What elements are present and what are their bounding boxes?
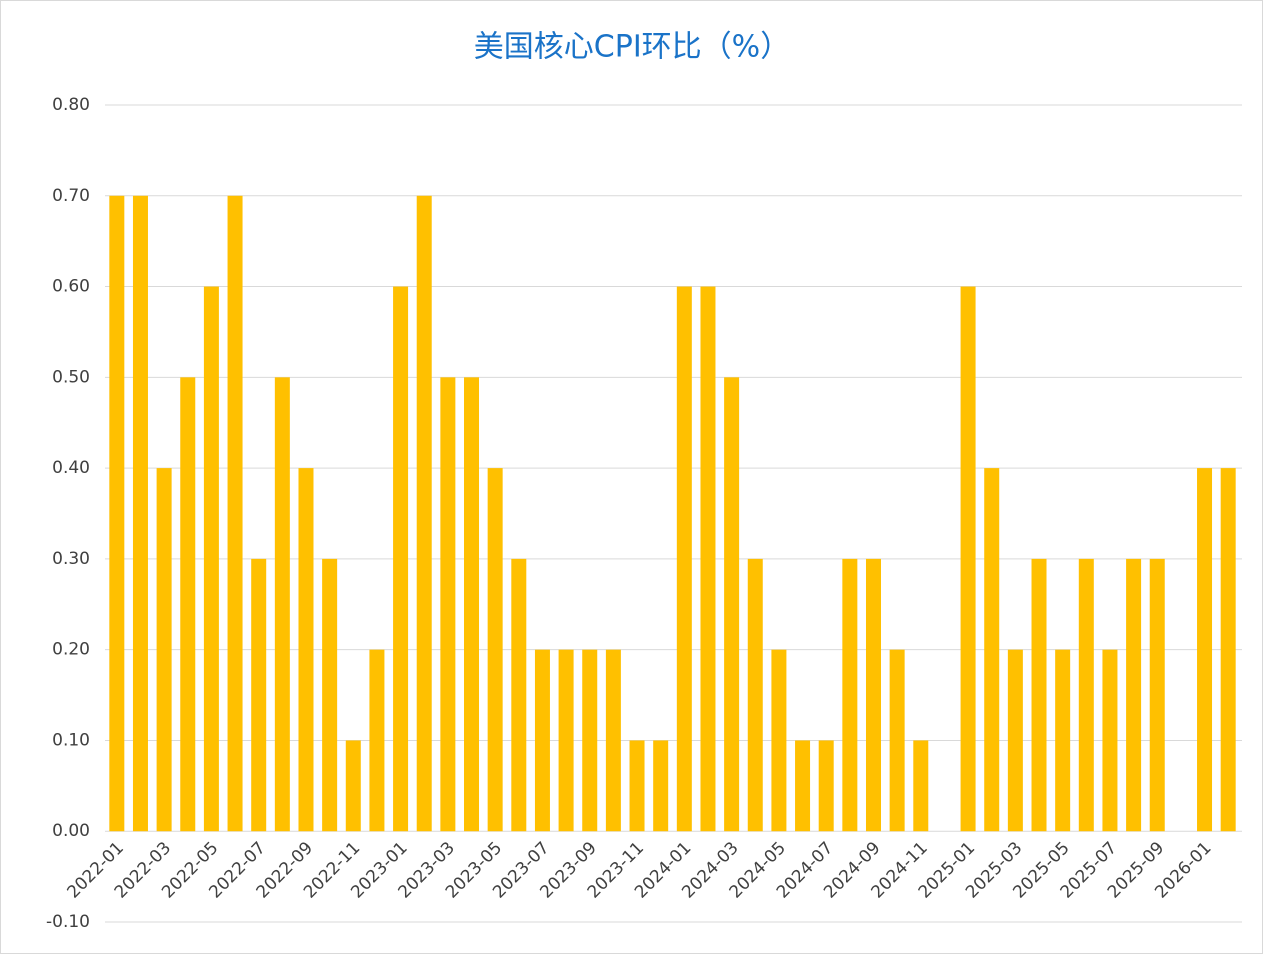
bar (842, 558, 858, 832)
bar (1197, 468, 1213, 832)
bar (440, 377, 456, 832)
bar (960, 286, 976, 832)
bar (1220, 468, 1236, 832)
bar (582, 649, 598, 832)
bar (487, 468, 503, 832)
bar (1055, 649, 1071, 832)
bar (180, 377, 196, 832)
bar (132, 195, 148, 832)
y-tick-label: 0.00 (52, 821, 90, 841)
bar (724, 377, 740, 832)
y-tick-label: 0.60 (52, 277, 90, 297)
bar (1031, 558, 1047, 832)
bar (416, 195, 432, 832)
bar (605, 649, 621, 832)
bar (676, 286, 692, 832)
y-tick-label: -0.10 (46, 912, 90, 932)
bar (747, 558, 763, 832)
bar (393, 286, 409, 832)
y-tick-label: 0.30 (52, 549, 90, 569)
bar (700, 286, 716, 832)
bar (464, 377, 480, 832)
bar (203, 286, 219, 832)
bar (771, 649, 787, 832)
y-tick-label: 0.10 (52, 730, 90, 750)
y-tick-label: 0.50 (52, 367, 90, 387)
chart-title: 美国核心CPI环比（%） (474, 30, 790, 65)
bar (865, 558, 881, 832)
bar (558, 649, 574, 832)
bar (1078, 558, 1094, 832)
bar (322, 558, 338, 832)
bar (795, 740, 811, 832)
bar (511, 558, 527, 832)
bar (369, 649, 385, 832)
bar (1126, 558, 1142, 832)
bar (818, 740, 834, 832)
y-tick-label: 0.20 (52, 640, 90, 660)
bar (653, 740, 669, 832)
y-tick-label: 0.80 (52, 95, 90, 115)
bar (889, 649, 905, 832)
bar (298, 468, 314, 832)
bar (1007, 649, 1023, 832)
bar (251, 558, 267, 832)
bar (984, 468, 1000, 832)
y-tick-label: 0.70 (52, 186, 90, 206)
y-tick-label: 0.40 (52, 458, 90, 478)
bar (156, 468, 172, 832)
bar (534, 649, 550, 832)
bar (913, 740, 929, 832)
bar (227, 195, 243, 832)
bar (1149, 558, 1165, 832)
bar (274, 377, 290, 832)
bar (1102, 649, 1118, 832)
bar (109, 195, 125, 832)
bar (629, 740, 645, 832)
bar (345, 740, 361, 832)
